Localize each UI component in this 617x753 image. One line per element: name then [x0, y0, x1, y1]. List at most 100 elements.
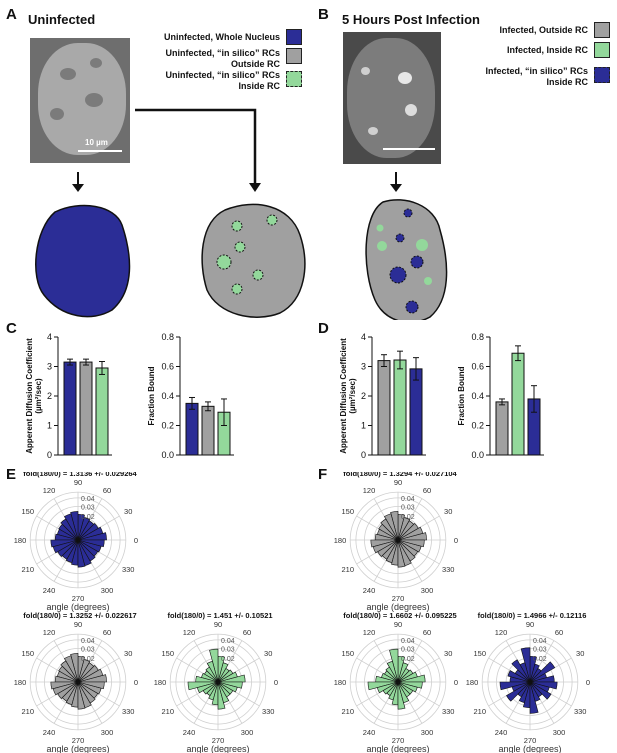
- bar-chart-d-2: 0 1 2 3 4 Apperent Diffusion Coefficient(µm²/…: [339, 332, 426, 460]
- angle-label: 150: [342, 649, 355, 658]
- angle-label: 180: [14, 678, 27, 687]
- y-tick-label: 0.4: [161, 391, 174, 401]
- rose-sector: [60, 518, 79, 541]
- scale-bar: [78, 150, 122, 152]
- rose-sector: [77, 539, 96, 562]
- y-tick-label: 3: [361, 362, 366, 372]
- angle-label: 240: [495, 728, 508, 737]
- angle-label: 330: [574, 707, 587, 716]
- angle-label: 270: [392, 594, 405, 603]
- angle-label: 270: [524, 736, 537, 745]
- polar-title: fold(180/0) = 1.3136 +/- 0.029264: [23, 472, 137, 478]
- radial-tick-label: 0.04: [81, 496, 95, 503]
- legend-swatch: [286, 71, 302, 87]
- angle-label: 240: [363, 728, 376, 737]
- y-label-line: (µm²/sec): [348, 378, 357, 414]
- arrow-a-to-insilico: [135, 108, 261, 192]
- angle-label: 120: [183, 628, 196, 637]
- angle-label: 150: [22, 507, 35, 516]
- rose-sector: [397, 539, 416, 562]
- angle-label: 90: [526, 620, 534, 629]
- legend-swatch: [286, 48, 302, 64]
- y-tick-label: 3: [47, 362, 52, 372]
- y-tick-label: 0.6: [161, 362, 174, 372]
- angle-label: 150: [342, 507, 355, 516]
- angle-label: 300: [241, 728, 254, 737]
- bar: [201, 405, 215, 456]
- angle-label: 90: [214, 620, 222, 629]
- angle-label: 0: [454, 536, 458, 545]
- y-tick-label: 0.6: [471, 362, 484, 372]
- rose-sector: [77, 539, 92, 567]
- y-axis-label: Fraction Bound: [147, 366, 156, 425]
- radial-tick-label: 0.02: [221, 656, 235, 663]
- angle-label: 330: [122, 565, 135, 574]
- angle-label: 210: [342, 707, 355, 716]
- rose-sector: [57, 539, 79, 558]
- bar-chart-d-3: 0.0 0.2 0.4 0.6 0.8 Fraction Bound: [457, 332, 544, 460]
- rose-sector: [397, 669, 414, 683]
- legend-item-label: Infected, “in silico” RCs Inside RC: [440, 66, 588, 88]
- angle-label: 0: [454, 678, 458, 687]
- y-tick-label: 0.4: [471, 391, 484, 401]
- polar-title: fold(180/0) = 1.6602 +/- 0.095225: [343, 611, 456, 620]
- angle-label: 300: [101, 728, 114, 737]
- angle-label: 270: [72, 736, 85, 745]
- angle-label: 30: [124, 649, 132, 658]
- panel-a-title: Uninfected: [28, 12, 96, 27]
- micrograph-uninfected: 10 µm: [30, 38, 130, 163]
- rose-sector: [77, 664, 99, 683]
- y-tick-label: 0.8: [161, 332, 174, 342]
- y-tick-label: 1: [361, 421, 366, 431]
- angle-label: 300: [101, 586, 114, 595]
- y-tick-label: 0.2: [471, 421, 484, 431]
- polar-title: fold(180/0) = 1.3252 +/- 0.022617: [23, 611, 136, 620]
- legend-swatch: [594, 42, 610, 58]
- nucleus-infected: [365, 199, 448, 320]
- rose-sector: [378, 523, 399, 541]
- polar-xlabel: angle (degrees): [366, 744, 429, 753]
- angle-label: 120: [43, 486, 56, 495]
- bar: [377, 360, 391, 456]
- angle-label: 120: [363, 628, 376, 637]
- angle-label: 60: [243, 628, 251, 637]
- angle-label: 330: [262, 707, 275, 716]
- angle-label: 0: [134, 678, 138, 687]
- legend-line: Uninfected, Whole Nucleus: [163, 32, 280, 42]
- angle-label: 240: [363, 586, 376, 595]
- polar-xlabel: angle (degrees): [186, 744, 249, 753]
- polar-chart-f-3: fold(180/0) = 1.3294 +/- 0.027104 0.02 0.0…: [334, 472, 458, 612]
- legend-item-label: Infected, Outside RC: [440, 25, 588, 36]
- rose-sector: [57, 681, 79, 700]
- rose-sector: [384, 513, 399, 541]
- angle-label: 0: [586, 678, 590, 687]
- polar-xlabel: angle (degrees): [46, 744, 109, 753]
- angle-label: 0: [134, 536, 138, 545]
- angle-label: 30: [444, 649, 452, 658]
- angle-label: 300: [421, 728, 434, 737]
- y-tick-label: 4: [361, 332, 366, 342]
- angle-label: 210: [162, 707, 175, 716]
- legend-line: Inside RC: [238, 81, 280, 91]
- angle-label: 90: [394, 478, 402, 487]
- rose-sector: [205, 666, 219, 683]
- angle-label: 60: [103, 628, 111, 637]
- panel-label-d: D: [318, 320, 329, 337]
- legend-line: Infected, “in silico” RCs: [485, 66, 588, 76]
- y-label-line: Apperent Diffusion Coefficient: [339, 338, 348, 454]
- y-tick-label: 4: [47, 332, 52, 342]
- legend-line: Outside RC: [230, 59, 280, 69]
- radial-tick-label: 0.02: [533, 656, 547, 663]
- rose-sector: [77, 522, 99, 541]
- micrograph-infected: [343, 32, 441, 164]
- rose-sector: [385, 666, 399, 683]
- legend-line: Inside RC: [546, 77, 588, 87]
- angle-label: 270: [72, 594, 85, 603]
- radial-tick-label: 0.03: [221, 647, 235, 654]
- schematic-diagram: [35, 108, 448, 320]
- radial-tick-label: 0.04: [401, 638, 415, 645]
- angle-label: 180: [154, 678, 167, 687]
- legend-item-label: Infected, Inside RC: [440, 45, 588, 56]
- polar-title: fold(180/0) = 1.3294 +/- 0.027104: [343, 472, 457, 478]
- radial-tick-label: 0.03: [81, 505, 95, 512]
